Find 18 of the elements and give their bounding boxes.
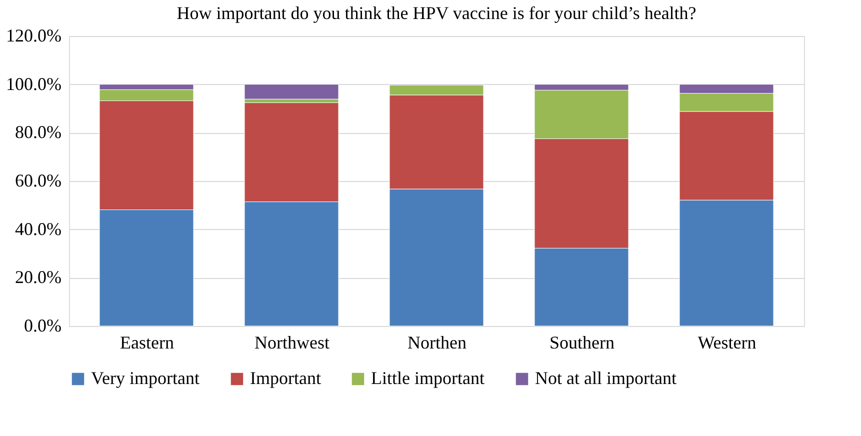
y-tick-label: 100.0% — [6, 74, 62, 94]
chart-title: How important do you think the HPV vaccine is for your child’s health? — [176, 3, 696, 23]
y-tick-label: 40.0% — [15, 218, 62, 239]
legend-label: Little important — [371, 368, 484, 388]
bar — [244, 84, 339, 100]
legend-label: Important — [250, 368, 321, 388]
x-tick-label: Western — [698, 332, 756, 352]
x-tick-label: Southern — [550, 332, 614, 352]
x-tick-label: Northen — [408, 332, 466, 352]
x-tick-label: Northwest — [254, 332, 330, 352]
y-tick-label: 0.0% — [24, 316, 62, 336]
legend-label: Very important — [91, 368, 200, 388]
y-tick-label: 80.0% — [15, 122, 62, 142]
y-tick-label: 20.0% — [15, 267, 62, 288]
legend-label: Not at all important — [535, 368, 676, 388]
y-tick-label: 60.0% — [15, 170, 62, 190]
x-tick-label: Eastern — [120, 332, 174, 352]
y-tick-label: 120.0% — [6, 26, 62, 46]
